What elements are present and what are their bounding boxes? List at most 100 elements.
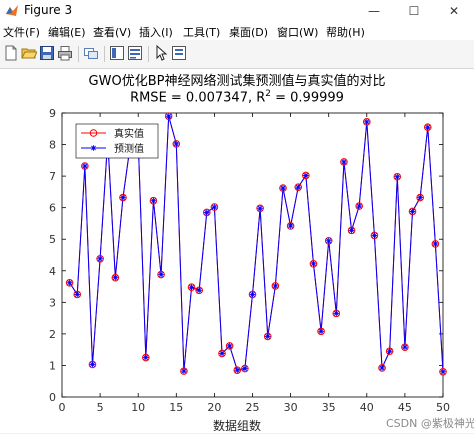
star-stroke (166, 113, 172, 119)
star-stroke (91, 145, 96, 151)
star-stroke (211, 204, 217, 210)
open-icon[interactable] (21, 45, 37, 61)
star-stroke (250, 292, 255, 297)
true-value-point (416, 193, 424, 202)
star-stroke (372, 233, 377, 238)
star-stroke (272, 283, 278, 289)
predicted-value-point (196, 287, 202, 294)
maximize-button[interactable]: ☐ (408, 4, 420, 18)
menu-file[interactable]: 文件(F) (3, 26, 40, 39)
predicted-value-point (158, 271, 164, 278)
predicted-value-point (424, 124, 431, 130)
print-icon[interactable] (57, 45, 73, 61)
true-value-point (172, 140, 181, 148)
menu-bar: 文件(F) 编辑(E) 查看(V) 插入(I) 工具(T) 桌面(D) 窗口(W… (0, 22, 474, 40)
watermark: CSDN @紫极神光 (386, 417, 474, 430)
toolbar-separator (78, 46, 79, 62)
predicted-value-point (203, 209, 210, 216)
star-stroke (425, 124, 431, 130)
y-tick-label: 9 (49, 107, 56, 120)
true-value-point (408, 207, 417, 216)
pointer-icon[interactable] (153, 45, 169, 61)
true-value-point (378, 364, 386, 372)
menu-tools[interactable]: 工具(T) (183, 26, 221, 39)
true-value-point (241, 364, 249, 373)
x-tick-label: 40 (360, 401, 374, 414)
predicted-value-point (440, 368, 446, 375)
star-stroke (364, 119, 370, 125)
star-stroke (74, 292, 80, 297)
star-stroke (410, 209, 415, 214)
true-value-point (65, 278, 74, 287)
link-icon[interactable] (83, 45, 99, 61)
star-stroke (333, 310, 339, 316)
predicted-value-point (379, 365, 385, 371)
chart-title: GWO优化BP神经网络测试集预测值与真实值的对比 (88, 74, 386, 89)
predicted-value-point (348, 227, 355, 234)
menu-edit[interactable]: 编辑(E) (48, 26, 86, 39)
predicted-value-point (371, 232, 378, 239)
predicted-value-point (287, 223, 294, 229)
inspector-icon[interactable] (127, 45, 143, 61)
close-button[interactable]: ✕ (448, 4, 460, 18)
star-stroke (311, 261, 316, 267)
property-editor-icon[interactable] (171, 45, 187, 61)
true-value-point (294, 183, 303, 191)
predicted-value-point (341, 159, 347, 165)
menu-desktop[interactable]: 桌面(D) (229, 26, 269, 39)
minimize-button[interactable]: — (368, 4, 380, 18)
true-value-point (355, 202, 363, 210)
x-tick-label: 30 (284, 401, 298, 414)
predicted-value-point (143, 354, 149, 361)
star-stroke (143, 355, 149, 360)
subtitle-value: = 0.99999 (271, 90, 344, 106)
true-value-point (271, 282, 280, 290)
x-tick-label: 35 (322, 401, 336, 414)
predicted-value-point (242, 365, 248, 372)
x-tick-label: 45 (398, 401, 412, 414)
true-value-point (332, 309, 341, 318)
y-tick-label: 8 (49, 139, 56, 152)
star-stroke (417, 195, 423, 200)
true-value-point (96, 254, 104, 263)
true-value-point (309, 260, 318, 268)
true-value-point (157, 270, 165, 279)
predicted-value-point (97, 255, 103, 262)
star-stroke (227, 343, 233, 349)
menu-help[interactable]: 帮助(H) (326, 26, 365, 39)
predicted-value-point (417, 194, 423, 201)
subtitle-text: RMSE = 0.007347, R (130, 90, 266, 106)
toolbar-separator (104, 46, 105, 62)
star-stroke (67, 280, 73, 286)
title-bar: Figure 3 — ☐ ✕ (0, 0, 474, 22)
true-value-point (263, 332, 272, 341)
menu-view[interactable]: 查看(V) (93, 26, 132, 39)
predicted-value-point (82, 163, 88, 169)
predicted-value-point (303, 172, 309, 179)
star-stroke (326, 238, 332, 244)
star-stroke (257, 205, 263, 211)
star-stroke (387, 348, 393, 354)
x-tick-label: 20 (207, 401, 221, 414)
true-value-point (286, 222, 295, 230)
menu-insert[interactable]: 插入(I) (139, 26, 173, 39)
x-tick-label: 15 (169, 401, 183, 414)
true-value-point (164, 112, 173, 120)
predicted-value-point (89, 361, 96, 368)
star-stroke (379, 365, 385, 371)
panel-icon[interactable] (109, 45, 125, 61)
menu-window[interactable]: 窗口(W) (277, 26, 319, 39)
save-icon[interactable] (39, 45, 55, 61)
star-stroke (173, 141, 179, 147)
true-value-point (142, 353, 150, 362)
star-stroke (204, 209, 210, 215)
predicted-value-point (188, 284, 195, 290)
x-tick-label: 10 (131, 401, 145, 414)
new-icon[interactable] (3, 45, 19, 61)
true-value-point (431, 240, 440, 248)
legend-box (75, 123, 159, 159)
predicted-value-point (150, 197, 157, 204)
predicted-value-point (325, 238, 332, 244)
